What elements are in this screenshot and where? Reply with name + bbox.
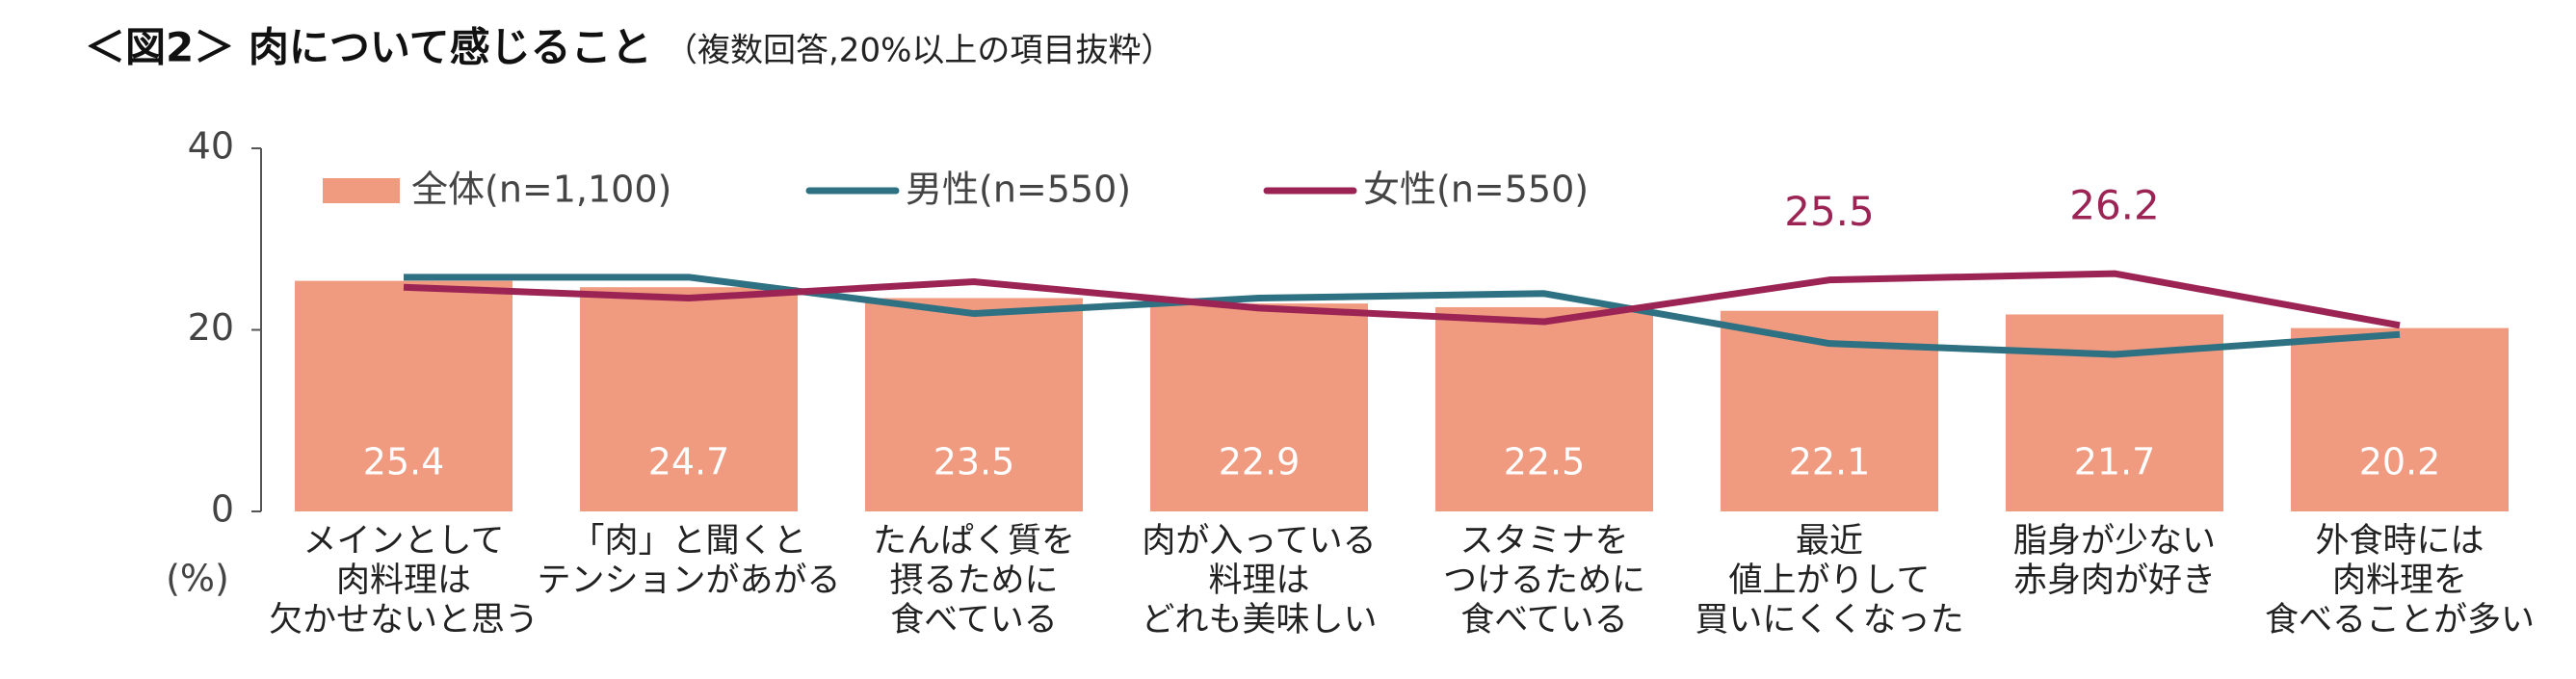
x-tick-label: スタミナを: [1459, 522, 1628, 561]
bar: [1150, 303, 1368, 511]
x-tick-label: 料理は: [1208, 561, 1309, 600]
legend-label: 女性(n=550): [1363, 169, 1589, 211]
x-tick-label: 食べることが多い: [2265, 601, 2535, 640]
x-tick-label: 食べている: [890, 601, 1058, 640]
x-tick-label: たんぱく質を: [873, 522, 1075, 561]
legend-label: 男性(n=550): [906, 169, 1131, 211]
x-tick-label: つけるために: [1443, 561, 1645, 600]
x-tick-label: 値上がりして: [1729, 561, 1931, 600]
data-label: 23.5: [933, 441, 1015, 483]
legend-label: 全体(n=1,100): [411, 169, 671, 211]
line: [404, 274, 2401, 358]
x-tick-label: 摂るために: [889, 561, 1058, 600]
chart-subtitle: （複数回答,20%以上の項目抜粋）: [665, 32, 1173, 70]
y-tick-label: 20: [188, 306, 234, 349]
data-label: 25.4: [363, 441, 445, 483]
legend-swatch: [323, 178, 400, 203]
bar: [295, 280, 513, 511]
x-tick-label: 脂身が少ない: [2013, 522, 2216, 561]
x-tick-label: 最近: [1796, 522, 1863, 561]
data-label: 26.2: [2069, 182, 2160, 229]
data-label: 22.9: [1219, 441, 1301, 483]
bar: [2291, 327, 2509, 511]
bar: [580, 287, 798, 511]
x-tick-label: 食べている: [1460, 601, 1628, 640]
data-label: 22.5: [1504, 441, 1586, 483]
line: [403, 270, 2401, 329]
data-label: 24.7: [648, 441, 730, 483]
data-label: 20.2: [2359, 441, 2441, 483]
x-tick-label: 肉料理は: [336, 561, 471, 600]
x-tick-label: メインとして: [303, 522, 505, 561]
y-tick-label: 0: [211, 488, 234, 531]
x-tick-label: テンションがあがる: [537, 561, 840, 600]
x-tick-label: 赤身肉が好き: [2013, 561, 2216, 600]
x-tick-label: 肉が入っている: [1142, 522, 1376, 561]
x-tick-label: どれも美味しい: [1141, 601, 1377, 640]
y-unit: (%): [166, 558, 229, 600]
data-label: 22.1: [1789, 441, 1871, 483]
data-label: 25.5: [1784, 188, 1875, 235]
bar: [1435, 306, 1653, 511]
y-tick-label: 40: [188, 125, 234, 168]
chart-title: ＜図2＞ 肉について感じること: [85, 24, 652, 71]
x-tick-label: 「肉」と聞くと: [570, 522, 806, 561]
x-tick-label: 買いにくくなった: [1695, 601, 1963, 640]
x-tick-label: 肉料理を: [2332, 561, 2467, 600]
x-tick-label: 外食時には: [2315, 522, 2484, 561]
data-label: 21.7: [2074, 441, 2156, 483]
bar: [865, 298, 1083, 511]
x-tick-label: 欠かせないと思う: [269, 601, 539, 640]
